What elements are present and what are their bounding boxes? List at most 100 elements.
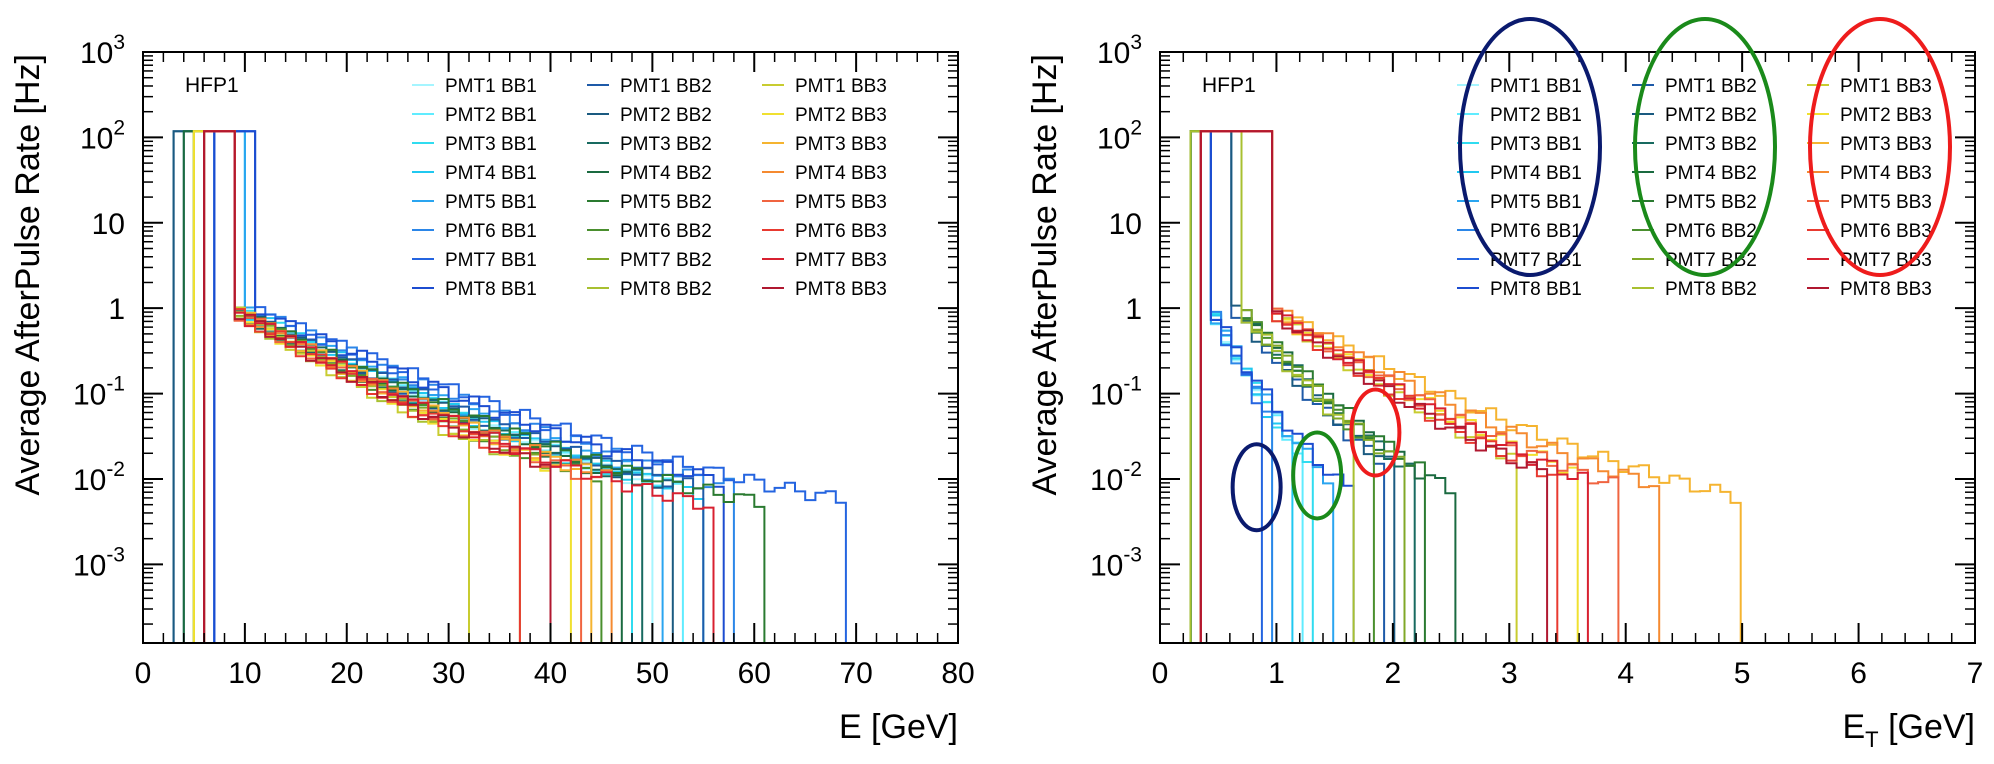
histogram-pmt5-bb2	[192, 130, 766, 643]
legend-label: PMT7 BB3	[795, 250, 887, 271]
x-axis: 0 1 2 3 4 5 6 7	[1152, 52, 1983, 690]
x-tick-label: 20	[330, 657, 363, 690]
x-tick-label: 50	[636, 657, 669, 690]
legend-group-ellipse	[1633, 17, 1777, 277]
legend-label: PMT2 BB3	[795, 105, 887, 126]
legend-label: PMT2 BB1	[445, 105, 537, 126]
legend-label: PMT5 BB3	[1840, 192, 1932, 213]
legend-label: PMT8 BB1	[445, 279, 537, 300]
legend-label: PMT4 BB3	[795, 163, 887, 184]
x-tick-label: 40	[534, 657, 567, 690]
annotation-ellipses	[1230, 17, 1952, 533]
legend-label: PMT1 BB1	[1490, 76, 1582, 97]
y-tick-label: 10-2	[73, 458, 125, 497]
y-tick-label: 103	[80, 31, 125, 70]
legend-label: PMT2 BB3	[1840, 105, 1932, 126]
panel-label: HFP1	[1202, 74, 1256, 97]
legend-label: PMT8 BB3	[1840, 279, 1932, 300]
y-axis: 10-3 10-2 10-1 1 10 102 103	[1090, 31, 1975, 625]
histogram-pmt6-bb2	[1189, 130, 1375, 643]
legend-label: PMT3 BB3	[795, 134, 887, 155]
legend-label: PMT2 BB2	[1665, 105, 1757, 126]
legend: PMT1 BB1 PMT2 BB1 PMT3 BB1 PMT4 BB1 PMT5 BB1…	[1457, 76, 1932, 300]
legend-label: PMT8 BB3	[795, 279, 887, 300]
legend-label: PMT8 BB1	[1490, 279, 1582, 300]
legend-label: PMT8 BB2	[1665, 279, 1757, 300]
legend-label: PMT3 BB1	[1490, 134, 1582, 155]
y-tick-label: 10-1	[73, 373, 125, 412]
legend-label: PMT4 BB1	[1490, 163, 1582, 184]
y-tick-label: 102	[1097, 116, 1142, 155]
legend-label: PMT2 BB2	[620, 105, 712, 126]
x-tick-label: 60	[738, 657, 771, 690]
y-tick-label: 1	[1125, 293, 1142, 326]
legend-label: PMT6 BB2	[1665, 221, 1757, 242]
y-axis-title: Average AfterPulse Rate [Hz]	[9, 54, 47, 496]
legend-label: PMT8 BB2	[620, 279, 712, 300]
legend-label: PMT5 BB2	[620, 192, 712, 213]
histogram-pmt8-bb1	[1189, 130, 1355, 643]
highlight-ellipse	[1230, 442, 1283, 533]
legend-label: PMT3 BB1	[445, 134, 537, 155]
panel-transverse-energy: 0 1 2 3 4 5 6 7 10-3 10-2 10-1 1 10 102 103 Average Aft…	[1026, 17, 1983, 752]
legend-label: PMT6 BB2	[620, 221, 712, 242]
legend-label: PMT5 BB1	[445, 192, 537, 213]
histogram-pmt2-bb1	[1189, 130, 1304, 643]
x-tick-label: 2	[1385, 657, 1402, 690]
legend-label: PMT1 BB2	[1665, 76, 1757, 97]
histogram-pmt1-bb2	[1189, 130, 1386, 643]
legend-label: PMT4 BB1	[445, 163, 537, 184]
histogram-pmt5-bb2	[1189, 130, 1426, 643]
x-tick-label: 1	[1268, 657, 1285, 690]
panel-label: HFP1	[185, 74, 239, 97]
legend-label: PMT6 BB3	[1840, 221, 1932, 242]
legend-label: PMT4 BB3	[1840, 163, 1932, 184]
legend-label: PMT3 BB3	[1840, 134, 1932, 155]
legend-label: PMT6 BB1	[445, 221, 537, 242]
highlight-ellipse	[1291, 430, 1344, 521]
histogram-series-group	[1189, 130, 1742, 643]
legend-label: PMT5 BB1	[1490, 192, 1582, 213]
y-axis-title: Average AfterPulse Rate [Hz]	[1026, 54, 1064, 496]
x-tick-label: 4	[1617, 657, 1634, 690]
y-tick-label: 10	[1109, 208, 1142, 241]
legend-label: PMT2 BB1	[1490, 105, 1582, 126]
y-tick-label: 103	[1097, 31, 1142, 70]
legend-label: PMT4 BB2	[620, 163, 712, 184]
x-tick-label: 80	[941, 657, 974, 690]
x-tick-label: 30	[432, 657, 465, 690]
histogram-pmt8-bb3	[203, 130, 552, 643]
y-tick-label: 10	[92, 208, 125, 241]
y-tick-label: 10-3	[1090, 543, 1142, 582]
legend-label: PMT1 BB3	[1840, 76, 1932, 97]
y-tick-label: 1	[108, 293, 125, 326]
legend-label: PMT7 BB1	[445, 250, 537, 271]
legend-label: PMT1 BB1	[445, 76, 537, 97]
legend-label: PMT1 BB3	[795, 76, 887, 97]
histogram-series-group	[172, 130, 847, 643]
legend-label: PMT3 BB2	[1665, 134, 1757, 155]
highlight-ellipse	[1349, 387, 1402, 478]
x-tick-label: 70	[839, 657, 872, 690]
x-axis-title: ET [GeV]	[1842, 708, 1975, 752]
y-tick-label: 10-1	[1090, 373, 1142, 412]
legend-group-ellipse	[1458, 17, 1602, 277]
histogram-pmt7-bb3	[1199, 130, 1589, 643]
x-tick-label: 0	[1152, 657, 1169, 690]
legend-label: PMT4 BB2	[1665, 163, 1757, 184]
plot-frame	[1159, 51, 1976, 644]
x-tick-label: 3	[1501, 657, 1518, 690]
legend-label: PMT1 BB2	[620, 76, 712, 97]
legend: PMT1 BB1 PMT2 BB1 PMT3 BB1 PMT4 BB1 PMT5 BB1…	[412, 76, 887, 300]
x-tick-label: 6	[1850, 657, 1867, 690]
panel-energy: 0 10 20 30 40 50 60 70 80 10-3 10-2 10-1 1 10 102 103 Av…	[9, 31, 975, 746]
legend-label: PMT7 BB2	[620, 250, 712, 271]
legend-label: PMT3 BB2	[620, 134, 712, 155]
x-tick-label: 5	[1734, 657, 1751, 690]
y-tick-label: 10-2	[1090, 458, 1142, 497]
x-axis-title: E [GeV]	[839, 708, 958, 746]
y-tick-label: 102	[80, 116, 125, 155]
legend-label: PMT6 BB3	[795, 221, 887, 242]
x-tick-label: 10	[228, 657, 261, 690]
